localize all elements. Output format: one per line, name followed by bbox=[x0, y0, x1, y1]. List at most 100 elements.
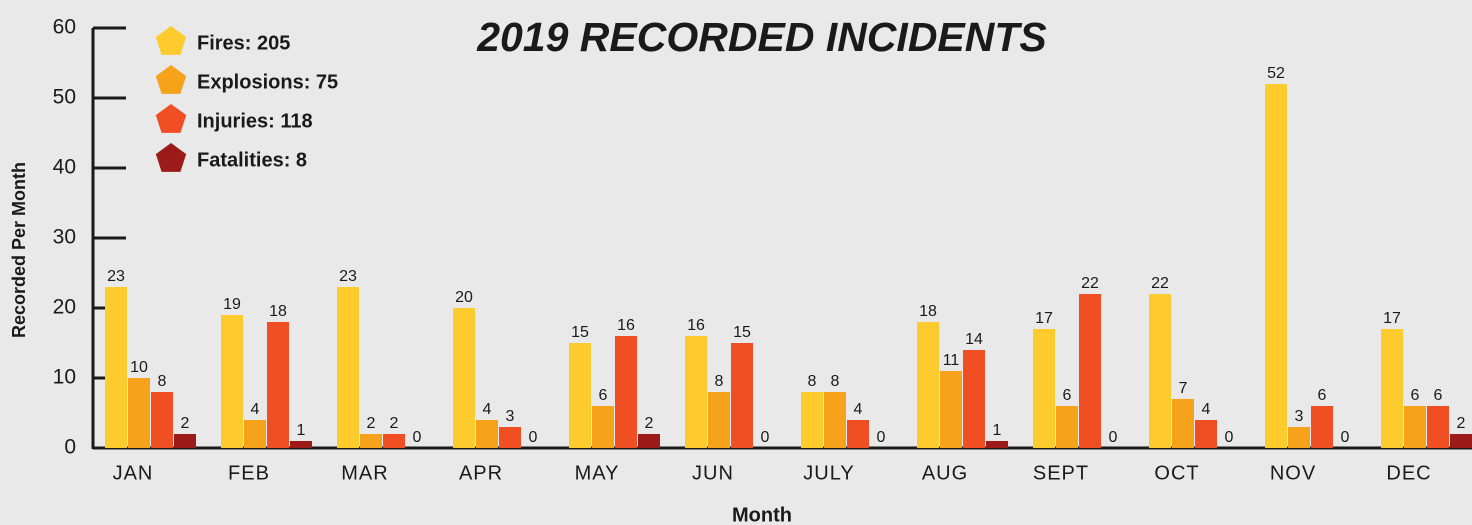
bar bbox=[476, 420, 498, 448]
value-label: 14 bbox=[965, 331, 983, 348]
bar bbox=[1033, 329, 1055, 448]
value-label: 22 bbox=[1151, 275, 1169, 292]
value-label: 0 bbox=[529, 429, 538, 446]
value-label: 11 bbox=[943, 352, 960, 369]
value-label: 0 bbox=[877, 429, 886, 446]
value-label: 0 bbox=[1341, 429, 1350, 446]
y-tick-label: 10 bbox=[53, 366, 76, 389]
value-label: 3 bbox=[1295, 408, 1304, 425]
bar bbox=[105, 287, 127, 448]
value-label: 4 bbox=[1202, 401, 1211, 418]
value-label: 6 bbox=[1318, 387, 1327, 404]
value-label: 8 bbox=[808, 373, 817, 390]
y-tick-label: 50 bbox=[53, 86, 76, 109]
value-label: 2 bbox=[1457, 415, 1466, 432]
value-label: 3 bbox=[506, 408, 515, 425]
x-axis-label: Month bbox=[732, 504, 792, 525]
bar bbox=[708, 392, 730, 448]
x-tick-label: SEPT bbox=[1033, 462, 1089, 484]
value-label: 10 bbox=[130, 359, 148, 376]
bar bbox=[174, 434, 196, 448]
value-label: 6 bbox=[1411, 387, 1420, 404]
bar bbox=[1079, 294, 1101, 448]
value-label: 17 bbox=[1383, 310, 1401, 327]
x-tick-label: JUN bbox=[692, 462, 734, 484]
x-tick-label: APR bbox=[459, 462, 503, 484]
bar bbox=[128, 378, 150, 448]
value-label: 0 bbox=[1109, 429, 1118, 446]
bar bbox=[1288, 427, 1310, 448]
value-label: 2 bbox=[645, 415, 654, 432]
y-tick-label: 30 bbox=[53, 226, 76, 249]
value-label: 2 bbox=[367, 415, 376, 432]
value-label: 0 bbox=[413, 429, 422, 446]
y-tick-label: 40 bbox=[53, 156, 76, 179]
bar bbox=[1311, 406, 1333, 448]
bar bbox=[337, 287, 359, 448]
bar bbox=[221, 315, 243, 448]
legend-label: Injuries: 118 bbox=[197, 110, 313, 132]
bar bbox=[151, 392, 173, 448]
bar bbox=[731, 343, 753, 448]
bar bbox=[360, 434, 382, 448]
value-label: 7 bbox=[1179, 380, 1188, 397]
bar bbox=[499, 427, 521, 448]
value-label: 1 bbox=[297, 422, 306, 439]
legend-swatch bbox=[155, 143, 187, 172]
bar bbox=[824, 392, 846, 448]
value-label: 8 bbox=[158, 373, 167, 390]
value-label: 4 bbox=[854, 401, 863, 418]
value-label: 4 bbox=[483, 401, 492, 418]
bar bbox=[569, 343, 591, 448]
value-label: 6 bbox=[599, 387, 608, 404]
bar bbox=[847, 420, 869, 448]
bar bbox=[615, 336, 637, 448]
value-label: 18 bbox=[919, 303, 937, 320]
value-label: 0 bbox=[761, 429, 770, 446]
bar bbox=[1195, 420, 1217, 448]
x-tick-label: NOV bbox=[1270, 462, 1316, 484]
value-label: 8 bbox=[831, 373, 840, 390]
legend-label: Explosions: 75 bbox=[197, 71, 338, 93]
value-label: 6 bbox=[1063, 387, 1072, 404]
legend-label: Fatalities: 8 bbox=[197, 149, 307, 171]
value-label: 20 bbox=[455, 289, 473, 306]
value-label: 16 bbox=[617, 317, 635, 334]
value-label: 8 bbox=[715, 373, 724, 390]
bar bbox=[963, 350, 985, 448]
value-label: 2 bbox=[181, 415, 190, 432]
value-label: 6 bbox=[1434, 387, 1443, 404]
value-label: 1 bbox=[993, 422, 1002, 439]
x-tick-label: MAY bbox=[575, 462, 620, 484]
bar bbox=[917, 322, 939, 448]
legend-swatch bbox=[155, 65, 187, 94]
bar bbox=[1427, 406, 1449, 448]
value-label: 23 bbox=[339, 268, 357, 285]
value-label: 19 bbox=[223, 296, 241, 313]
x-tick-label: FEB bbox=[228, 462, 270, 484]
x-tick-label: JULY bbox=[803, 462, 854, 484]
legend-swatch bbox=[155, 26, 187, 55]
y-tick-label: 60 bbox=[53, 16, 76, 39]
value-label: 15 bbox=[733, 324, 751, 341]
bar bbox=[685, 336, 707, 448]
x-tick-label: OCT bbox=[1154, 462, 1199, 484]
value-label: 15 bbox=[571, 324, 589, 341]
x-tick-label: JAN bbox=[113, 462, 154, 484]
value-label: 17 bbox=[1035, 310, 1053, 327]
bar bbox=[267, 322, 289, 448]
bar bbox=[290, 441, 312, 448]
value-label: 52 bbox=[1267, 65, 1285, 82]
bar bbox=[1381, 329, 1403, 448]
bar bbox=[453, 308, 475, 448]
bar bbox=[1149, 294, 1171, 448]
y-tick-label: 20 bbox=[53, 296, 76, 319]
y-axis-label: Recorded Per Month bbox=[9, 162, 29, 338]
bar bbox=[1404, 406, 1426, 448]
bar bbox=[638, 434, 660, 448]
x-tick-label: AUG bbox=[922, 462, 968, 484]
value-label: 2 bbox=[390, 415, 399, 432]
value-label: 0 bbox=[1225, 429, 1234, 446]
chart-title: 2019 RECORDED INCIDENTS bbox=[476, 14, 1047, 60]
